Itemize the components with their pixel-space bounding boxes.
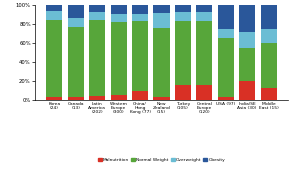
Bar [111,95,127,100]
Bar [196,21,212,85]
Bar [111,22,127,95]
Bar [218,29,234,39]
Bar [47,20,63,97]
Bar [132,91,148,100]
Bar [68,5,84,18]
Bar [89,20,105,96]
Bar [89,12,105,20]
Bar [218,98,234,100]
Bar [132,21,148,91]
Bar [132,14,148,21]
Bar [68,17,84,27]
Bar [260,29,276,43]
Bar [111,5,127,14]
Bar [111,14,127,22]
Bar [218,5,234,29]
Bar [196,12,212,21]
Bar [239,48,255,81]
Bar [175,12,191,21]
Bar [175,5,191,12]
Bar [153,97,170,100]
Bar [196,85,212,100]
Bar [47,97,63,100]
Bar [239,32,255,48]
Bar [153,13,170,28]
Bar [47,11,63,20]
Bar [175,85,191,100]
Bar [260,5,276,29]
Bar [47,5,63,11]
Bar [239,81,255,100]
Bar [260,88,276,100]
Bar [175,21,191,85]
Legend: Malnutrition, Normal Weight, Overweight, Obesity: Malnutrition, Normal Weight, Overweight,… [98,158,225,162]
Bar [260,43,276,88]
Bar [89,96,105,100]
Bar [196,5,212,12]
Bar [153,28,170,97]
Bar [239,5,255,32]
Bar [89,5,105,12]
Bar [132,5,148,14]
Bar [218,39,234,98]
Bar [68,27,84,97]
Bar [68,97,84,100]
Bar [153,5,170,13]
